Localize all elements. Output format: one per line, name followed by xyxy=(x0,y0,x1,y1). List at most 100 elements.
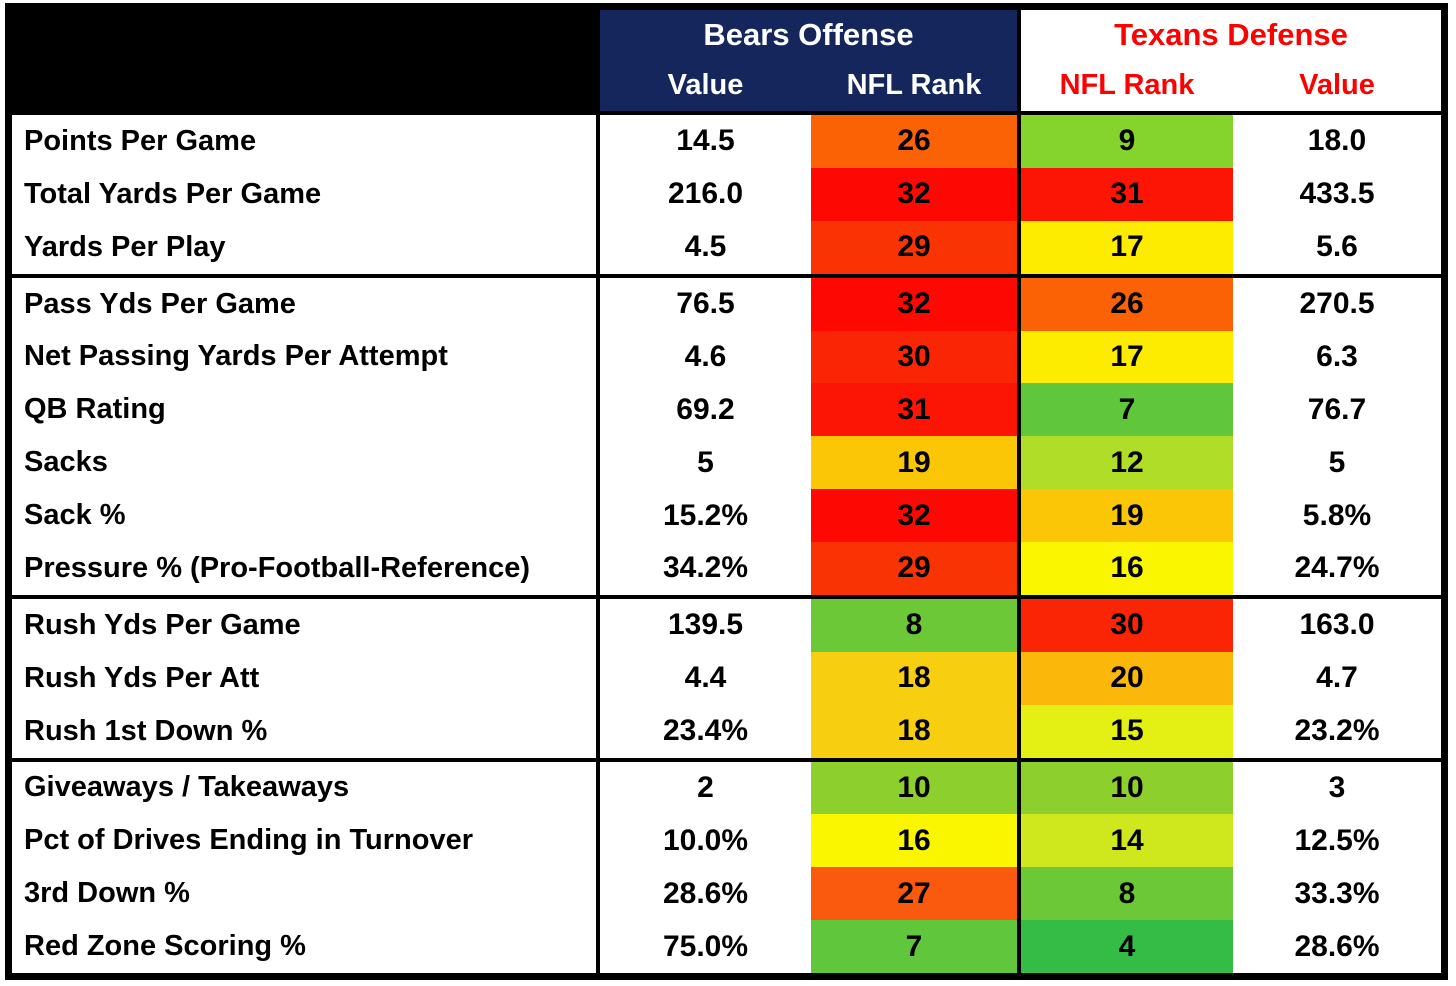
texans-rank-cell: 30 xyxy=(1021,598,1233,652)
stat-label: Rush Yds Per Game xyxy=(12,598,600,652)
texans-value-cell: 163.0 xyxy=(1299,608,1375,642)
bears-value-cell: 139.5 xyxy=(667,608,744,642)
texans-value-cell: 28.6% xyxy=(1294,929,1380,963)
bears-rank-cell: 30 xyxy=(811,330,1021,384)
bears-value-cell: 5 xyxy=(697,445,714,479)
table-row: Rush Yds Per Att 4.4 18 20 4.7 xyxy=(12,651,1441,705)
texans-rank-cell: 7 xyxy=(1021,383,1233,437)
stat-label: Red Zone Scoring % xyxy=(12,920,600,973)
bears-rank-column-header: NFL Rank xyxy=(846,69,982,102)
table-row: Pressure % (Pro-Football-Reference) 34.2… xyxy=(12,542,1441,595)
texans-value-cell: 5 xyxy=(1328,445,1346,479)
table-header: Bears Offense Value NFL Rank Texans Defe… xyxy=(12,10,1441,115)
bears-value-cell: 76.5 xyxy=(676,287,735,321)
bears-rank-cell: 27 xyxy=(811,867,1021,921)
table-row: QB Rating 69.2 31 7 76.7 xyxy=(12,383,1441,437)
stat-label: Yards Per Play xyxy=(12,220,600,274)
stat-label: 3rd Down % xyxy=(12,867,600,921)
texans-rank-cell: 31 xyxy=(1021,167,1233,221)
bears-value-cell: 34.2% xyxy=(662,551,749,585)
bears-rank-cell: 31 xyxy=(811,383,1021,437)
bears-rank-cell: 8 xyxy=(811,598,1021,652)
bears-rank-cell: 32 xyxy=(811,277,1021,331)
bears-value-cell: 4.4 xyxy=(684,661,727,695)
texans-value-cell: 433.5 xyxy=(1299,177,1375,211)
stat-label: Rush 1st Down % xyxy=(12,704,600,758)
bears-value-cell: 2 xyxy=(697,770,714,804)
texans-value-cell: 33.3% xyxy=(1294,876,1380,910)
texans-rank-cell: 10 xyxy=(1021,761,1233,815)
texans-value-cell: 4.7 xyxy=(1316,661,1358,695)
stat-label: Rush Yds Per Att xyxy=(12,651,600,705)
texans-rank-column-header: NFL Rank xyxy=(1059,69,1195,102)
table-row: Yards Per Play 4.5 29 17 5.6 xyxy=(12,220,1441,274)
texans-rank-cell: 20 xyxy=(1021,651,1233,705)
texans-defense-header: Texans Defense NFL Rank Value xyxy=(1021,10,1441,111)
stat-label: Pct of Drives Ending in Turnover xyxy=(12,814,600,868)
bears-value-cell: 15.2% xyxy=(662,498,749,532)
bears-rank-cell: 16 xyxy=(811,814,1021,868)
bears-rank-cell: 18 xyxy=(811,651,1021,705)
bears-offense-header: Bears Offense Value NFL Rank xyxy=(600,10,1021,111)
table-row: Total Yards Per Game 216.0 32 31 433.5 xyxy=(12,167,1441,221)
bears-value-cell: 216.0 xyxy=(667,177,744,211)
bears-value-column-header: Value xyxy=(667,69,744,102)
texans-rank-cell: 12 xyxy=(1021,436,1233,490)
texans-rank-cell: 26 xyxy=(1021,277,1233,331)
texans-value-cell: 5.6 xyxy=(1316,230,1358,264)
table-row: Red Zone Scoring % 75.0% 7 4 28.6% xyxy=(12,920,1441,973)
texans-value-cell: 24.7% xyxy=(1294,551,1380,585)
bears-rank-cell: 18 xyxy=(811,704,1021,758)
stat-label: Points Per Game xyxy=(12,115,600,168)
texans-value-cell: 18.0 xyxy=(1307,124,1367,158)
bears-rank-cell: 29 xyxy=(811,542,1021,595)
stat-label: Net Passing Yards Per Attempt xyxy=(12,330,600,384)
bears-rank-cell: 32 xyxy=(811,167,1021,221)
texans-rank-cell: 19 xyxy=(1021,489,1233,542)
table-row: 3rd Down % 28.6% 27 8 33.3% xyxy=(12,867,1441,921)
bears-offense-title: Bears Offense xyxy=(703,17,914,53)
texans-defense-title: Texans Defense xyxy=(1114,17,1348,53)
stats-comparison-table: Bears Offense Value NFL Rank Texans Defe… xyxy=(5,3,1448,980)
bears-value-cell: 28.6% xyxy=(662,876,749,910)
table-row: Sacks 5 19 12 5 xyxy=(12,436,1441,490)
texans-value-cell: 12.5% xyxy=(1294,823,1380,857)
table-row: Giveaways / Takeaways 2 10 10 3 xyxy=(12,757,1441,815)
bears-value-cell: 75.0% xyxy=(662,929,749,963)
table-body: Points Per Game 14.5 26 9 18.0 Total Yar… xyxy=(12,115,1441,973)
bears-rank-cell: 32 xyxy=(811,489,1021,542)
texans-rank-cell: 4 xyxy=(1021,920,1233,973)
texans-value-cell: 5.8% xyxy=(1302,498,1372,532)
table-row: Sack % 15.2% 32 19 5.8% xyxy=(12,489,1441,542)
texans-value-cell: 76.7 xyxy=(1307,392,1367,426)
texans-rank-cell: 15 xyxy=(1021,704,1233,758)
texans-value-cell: 3 xyxy=(1328,770,1346,804)
table-row: Net Passing Yards Per Attempt 4.6 30 17 … xyxy=(12,330,1441,384)
stat-label: Pass Yds Per Game xyxy=(12,277,600,331)
bears-rank-cell: 19 xyxy=(811,436,1021,490)
bears-value-cell: 69.2 xyxy=(676,392,735,426)
texans-value-column-header: Value xyxy=(1299,69,1375,102)
stat-label: Giveaways / Takeaways xyxy=(12,761,600,815)
stat-label: QB Rating xyxy=(12,383,600,437)
stat-label: Pressure % (Pro-Football-Reference) xyxy=(12,542,600,595)
texans-value-cell: 6.3 xyxy=(1316,339,1358,373)
texans-rank-cell: 17 xyxy=(1021,330,1233,384)
texans-rank-cell: 14 xyxy=(1021,814,1233,868)
bears-rank-cell: 26 xyxy=(811,115,1021,168)
texans-value-cell: 23.2% xyxy=(1294,714,1380,748)
bears-value-cell: 23.4% xyxy=(662,714,749,748)
bears-rank-cell: 7 xyxy=(811,920,1021,973)
table-row: Rush 1st Down % 23.4% 18 15 23.2% xyxy=(12,704,1441,758)
texans-rank-cell: 17 xyxy=(1021,220,1233,274)
table-row: Pass Yds Per Game 76.5 32 26 270.5 xyxy=(12,273,1441,331)
bears-rank-cell: 29 xyxy=(811,220,1021,274)
bears-value-cell: 4.6 xyxy=(684,339,727,373)
table-row: Pct of Drives Ending in Turnover 10.0% 1… xyxy=(12,814,1441,868)
bears-value-cell: 4.5 xyxy=(684,230,727,264)
texans-rank-cell: 8 xyxy=(1021,867,1233,921)
table-row: Points Per Game 14.5 26 9 18.0 xyxy=(12,115,1441,168)
corner-black-cell xyxy=(12,10,600,111)
bears-value-cell: 10.0% xyxy=(662,823,749,857)
bears-value-cell: 14.5 xyxy=(676,124,735,158)
